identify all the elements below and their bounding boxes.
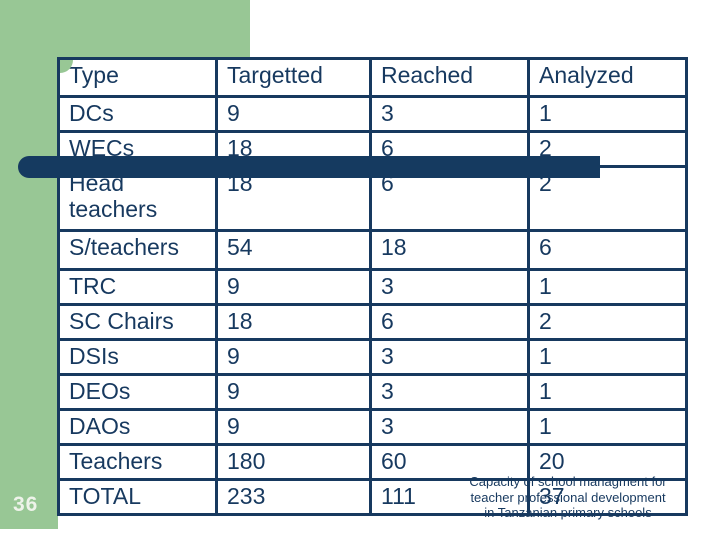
- footer-line: Capacity of school managment for: [469, 474, 667, 489]
- table-cell: 18: [369, 229, 530, 271]
- table-row: DEOs 9 3 1: [57, 373, 688, 411]
- table-row: TRC 9 3 1: [57, 268, 688, 306]
- left-accent-strip: [0, 0, 58, 529]
- table-cell: DCs: [57, 95, 218, 133]
- table-cell: 18: [215, 303, 372, 341]
- table-cell: 9: [215, 268, 372, 306]
- table-cell: 54: [215, 229, 372, 271]
- table-header-row: Type Targetted Reached Analyzed: [57, 57, 688, 98]
- results-table-container: Type Targetted Reached Analyzed DCs 9 3 1 WE…: [57, 57, 688, 516]
- table-cell: 1: [527, 408, 688, 446]
- table-cell: DAOs: [57, 408, 218, 446]
- table-cell: 6: [527, 229, 688, 271]
- header-reached: Reached: [369, 57, 530, 98]
- table-cell: 1: [527, 95, 688, 133]
- table-cell: TRC: [57, 268, 218, 306]
- header-type: Type: [57, 57, 218, 98]
- header-analyzed: Analyzed: [527, 57, 688, 98]
- table-body: DCs 9 3 1 WECs 18 6 2 Head teachers 18 6 2 S/teacher…: [57, 95, 688, 516]
- table-cell: SC Chairs: [57, 303, 218, 341]
- table-cell: 3: [369, 95, 530, 133]
- table-row: DAOs 9 3 1: [57, 408, 688, 446]
- table-cell: 1: [527, 373, 688, 411]
- table-cell: 37: [527, 478, 688, 516]
- table-cell: 6: [369, 303, 530, 341]
- table-cell: 20: [527, 443, 688, 481]
- table-row: SC Chairs 18 6 2: [57, 303, 688, 341]
- table-cell: 9: [215, 408, 372, 446]
- table-cell: 1: [527, 268, 688, 306]
- table-cell: 180: [215, 443, 372, 481]
- table-cell: 60: [369, 443, 530, 481]
- table-cell: Teachers: [57, 443, 218, 481]
- table-cell: 233: [215, 478, 372, 516]
- table-row: DCs 9 3 1: [57, 95, 688, 133]
- table-cell: 1: [527, 338, 688, 376]
- table-cell: 9: [215, 338, 372, 376]
- table-row: Teachers 180 60 20: [57, 443, 688, 481]
- table-cell: 3: [369, 268, 530, 306]
- table-cell: 9: [215, 95, 372, 133]
- table-cell: S/teachers: [57, 229, 218, 271]
- table-cell: TOTAL: [57, 478, 218, 516]
- table-cell: 3: [369, 373, 530, 411]
- results-table: Type Targetted Reached Analyzed DCs 9 3 1 WE…: [57, 57, 688, 516]
- table-row: DSIs 9 3 1: [57, 338, 688, 376]
- table-cell: 2: [527, 303, 688, 341]
- table-row: S/teachers 54 18 6: [57, 229, 688, 271]
- table-cell: 3: [369, 408, 530, 446]
- footer-line: in Tanzanian primary schools: [484, 505, 652, 520]
- footer-line: teacher professional development: [470, 489, 666, 505]
- slide-number: 36: [13, 493, 39, 516]
- header-targetted: Targetted: [215, 57, 372, 98]
- table-cell: DEOs: [57, 373, 218, 411]
- table-cell: DSIs: [57, 338, 218, 376]
- top-accent-band: [0, 0, 250, 58]
- navy-highlight-bar: [18, 156, 600, 178]
- table-row: TOTAL 233 111 37: [57, 478, 688, 516]
- footer-caption: Capacity of school managment for teacher…: [452, 474, 684, 521]
- table-cell: 111: [369, 478, 530, 516]
- table-cell: 9: [215, 373, 372, 411]
- table-cell: 3: [369, 338, 530, 376]
